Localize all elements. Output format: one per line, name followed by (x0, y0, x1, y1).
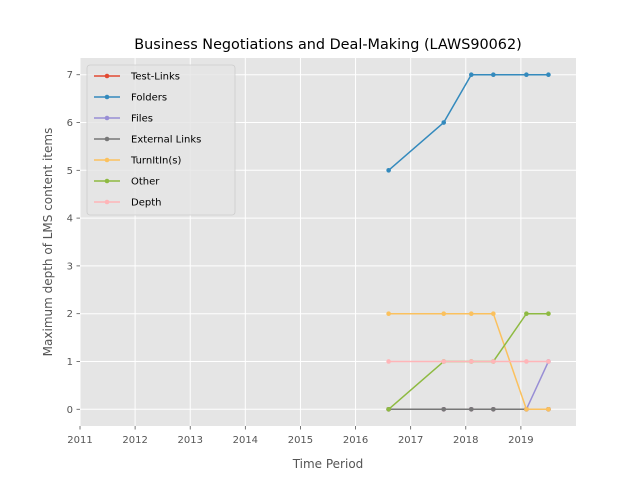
data-point (546, 311, 551, 316)
legend-marker (104, 94, 110, 100)
x-tick-label: 2018 (453, 435, 478, 446)
legend-marker (104, 178, 110, 184)
legend-item: Depth (94, 198, 161, 209)
legend-marker (104, 115, 110, 121)
data-point (546, 406, 551, 412)
data-point (386, 406, 391, 412)
series-depth (386, 359, 551, 364)
chart-title: Business Negotiations and Deal-Making (L… (134, 37, 521, 53)
y-tick-label: 3 (67, 261, 73, 272)
x-tick-label: 2016 (343, 435, 368, 446)
legend-label: Other (131, 177, 160, 188)
data-point (386, 311, 391, 316)
y-tick-label: 0 (67, 405, 73, 416)
y-tick-label: 5 (67, 166, 73, 177)
x-tick-label: 2011 (67, 435, 92, 446)
data-point (468, 311, 474, 316)
data-point (524, 311, 529, 316)
data-point (491, 72, 496, 78)
data-point (386, 359, 391, 364)
legend-label: Folders (131, 93, 167, 104)
legend-marker (104, 136, 110, 142)
legend-item: Test-Links (94, 72, 180, 83)
x-tick-label: 2014 (233, 435, 258, 446)
y-axis-ticks: 0 1 2 3 4 5 6 7 (67, 70, 80, 416)
y-tick-label: 4 (67, 214, 73, 225)
legend-item: Files (94, 114, 153, 125)
x-tick-label: 2017 (398, 435, 423, 446)
data-point (524, 406, 529, 412)
x-axis-label: Time Period (292, 457, 364, 471)
data-point (441, 311, 447, 316)
y-tick-label: 6 (67, 118, 73, 129)
legend-item: External Links (94, 135, 201, 146)
data-point (524, 72, 529, 78)
data-point (546, 359, 551, 364)
legend-item: Folders (94, 93, 167, 104)
data-point (441, 359, 447, 364)
data-point (491, 406, 496, 412)
legend-marker (104, 157, 110, 163)
series-lines (386, 72, 551, 412)
series-folders (386, 72, 551, 173)
data-point (546, 72, 551, 78)
series-line (388, 312, 549, 411)
x-tick-label: 2015 (288, 435, 313, 446)
data-point (491, 311, 496, 316)
series-line (388, 73, 549, 171)
legend-label: External Links (131, 135, 201, 146)
data-point (468, 72, 474, 78)
x-tick-label: 2012 (122, 435, 147, 446)
data-point (468, 406, 474, 412)
legend-label: Depth (131, 198, 161, 209)
legend-label: TurnItIn(s) (130, 156, 181, 167)
x-axis-ticks: 2011 2012 2013 2014 2015 2016 2017 2018 2019 (67, 426, 534, 446)
legend: Test-Links Folders Files External Links Turn… (86, 64, 236, 216)
data-point (468, 359, 474, 364)
y-tick-label: 2 (67, 309, 73, 320)
x-tick-label: 2013 (177, 435, 202, 446)
data-point (441, 120, 447, 125)
legend-marker (104, 73, 110, 79)
legend-item: TurnItIn(s) (94, 156, 181, 167)
y-tick-label: 7 (67, 70, 73, 81)
data-point (524, 359, 529, 364)
y-tick-label: 1 (67, 357, 73, 368)
y-axis-label: Maximum depth of LMS content items (41, 128, 55, 357)
x-tick-label: 2019 (508, 435, 533, 446)
legend-item: Other (94, 177, 160, 188)
series-turnitin-s (386, 311, 551, 412)
data-point (491, 359, 496, 364)
data-point (441, 406, 447, 412)
legend-marker (104, 199, 110, 205)
legend-label: Files (131, 114, 153, 125)
legend-label: Test-Links (130, 72, 180, 83)
data-point (386, 168, 391, 173)
legend-box (86, 64, 236, 216)
